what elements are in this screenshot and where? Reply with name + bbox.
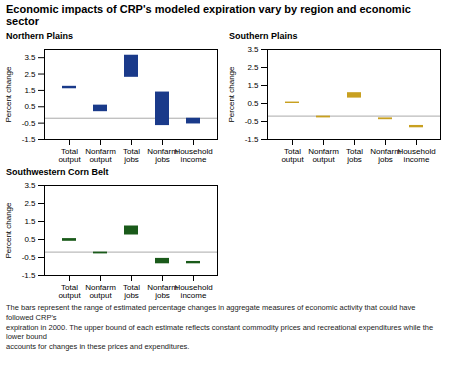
svg-text:Percent change: Percent change (227, 66, 236, 123)
html-text:Nonfarm: Nonfarm (147, 283, 178, 293)
svg-text:Totaloutput: Totaloutput (281, 147, 304, 164)
svg-text:2.5: 2.5 (24, 199, 36, 208)
html-text:Northern Plains: Northern Plains (6, 31, 73, 41)
html-text:Southwestern Corn Belt: Southwestern Corn Belt (6, 167, 109, 177)
svg-text:Totaloutput: Totaloutput (58, 147, 81, 164)
svg-text:Nonfarmoutput: Nonfarmoutput (85, 147, 116, 164)
svg-text:Percent change: Percent change (4, 66, 13, 123)
svg-text:3.5: 3.5 (247, 45, 259, 54)
svg-text:Totaljobs: Totaljobs (346, 147, 363, 164)
svg-text:0.5: 0.5 (24, 102, 36, 111)
html-text:Southern Plains: Southern Plains (229, 31, 298, 41)
svg-text:3.5: 3.5 (24, 53, 36, 62)
svg-text:0.5: 0.5 (24, 235, 36, 244)
svg-text:Householdincome: Householdincome (174, 147, 212, 164)
svg-text:2.5: 2.5 (24, 70, 36, 79)
svg-text:Nonfarmoutput: Nonfarmoutput (308, 147, 339, 164)
html-text:jobs: jobs (155, 155, 170, 165)
html-text:jobs: jobs (378, 155, 393, 165)
svg-text:-0.5: -0.5 (22, 119, 36, 128)
html-text:jobs: jobs (155, 291, 170, 301)
html-text:The bars represent the range o: The bars represent the range of estimate… (6, 303, 434, 351)
html-text:Nonfarm: Nonfarm (370, 147, 401, 157)
svg-text:-0.5: -0.5 (245, 117, 259, 126)
svg-text:-1.5: -1.5 (245, 135, 259, 144)
svg-text:Nonfarmoutput: Nonfarmoutput (85, 283, 116, 300)
svg-text:1.5: 1.5 (24, 217, 36, 226)
svg-text:Householdincome: Householdincome (397, 147, 435, 164)
svg-text:Totaljobs: Totaljobs (123, 283, 140, 300)
svg-text:Percent change: Percent change (4, 202, 13, 259)
svg-text:1.5: 1.5 (247, 81, 259, 90)
svg-text:1.5: 1.5 (24, 86, 36, 95)
svg-text:2.5: 2.5 (247, 63, 259, 72)
svg-text:-1.5: -1.5 (22, 271, 36, 280)
svg-text:Totaloutput: Totaloutput (58, 283, 81, 300)
svg-text:-1.5: -1.5 (22, 135, 36, 144)
svg-text:Householdincome: Householdincome (174, 283, 212, 300)
svg-text:Totaljobs: Totaljobs (123, 147, 140, 164)
html-text:Nonfarm: Nonfarm (147, 147, 178, 157)
svg-text:3.5: 3.5 (24, 181, 36, 190)
svg-text:0.5: 0.5 (247, 99, 259, 108)
html-text:Economic impacts of CRP's mode: Economic impacts of CRP's modeled expira… (6, 3, 411, 27)
svg-text:-0.5: -0.5 (22, 253, 36, 262)
